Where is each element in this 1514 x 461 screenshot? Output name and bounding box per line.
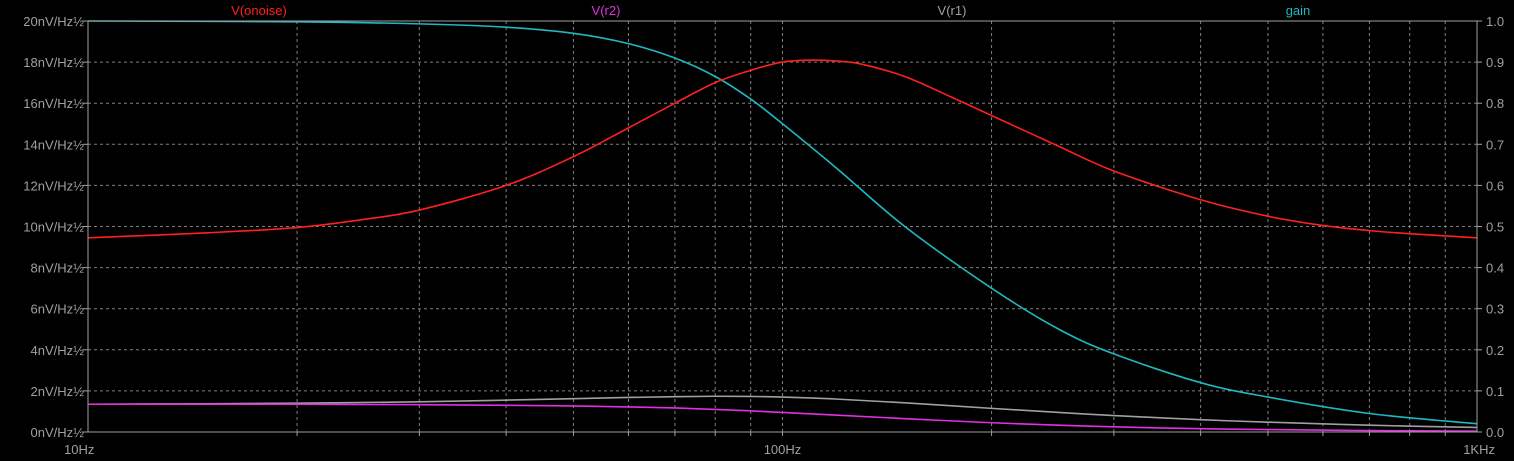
y-tick-label-right: 1.0 — [1486, 14, 1504, 29]
y-tick-label-left: 16nV/Hz½ — [23, 96, 84, 111]
trace-v-onoise — [87, 59, 1478, 239]
tick-labels: 0nV/Hz½ 2nV/Hz½ 4nV/Hz½ 6nV/Hz½ 8nV/Hz½ 10nV/… — [23, 14, 1504, 457]
trace-v-r2 — [87, 403, 1478, 432]
y-tick-label-right: 0.4 — [1486, 261, 1504, 276]
trace-v-r1 — [87, 395, 1478, 429]
y-tick-label-left: 18nV/Hz½ — [23, 55, 84, 70]
y-tick-label-right: 0.8 — [1486, 96, 1504, 111]
y-tick-label-left: 2nV/Hz½ — [31, 384, 85, 399]
y-tick-label-left: 0nV/Hz½ — [31, 425, 85, 440]
y-tick-label-left: 8nV/Hz½ — [31, 261, 85, 276]
legend: V(onoise) V(r2) V(r1) gain — [231, 3, 1310, 18]
x-tick-label: 100Hz — [764, 442, 802, 457]
legend-v-onoise: V(onoise) — [231, 3, 287, 18]
x-tick-label: 10Hz — [64, 442, 94, 457]
y-tick-label-left: 20nV/Hz½ — [23, 14, 84, 29]
y-tick-label-right: 0.9 — [1486, 55, 1504, 70]
y-tick-label-right: 0.5 — [1486, 220, 1504, 235]
legend-gain: gain — [1286, 3, 1311, 18]
legend-v-r1: V(r1) — [938, 3, 967, 18]
x-tick-label: 1KHz — [1463, 442, 1495, 457]
y-tick-label-right: 0.0 — [1486, 425, 1504, 440]
traces — [87, 20, 1478, 432]
y-tick-label-left: 4nV/Hz½ — [31, 343, 85, 358]
y-tick-label-left: 6nV/Hz½ — [31, 302, 85, 317]
y-tick-label-left: 14nV/Hz½ — [23, 137, 84, 152]
y-tick-label-right: 0.2 — [1486, 343, 1504, 358]
ticks — [83, 20, 1482, 436]
plot-frame — [87, 20, 1478, 433]
y-tick-label-right: 0.3 — [1486, 302, 1504, 317]
y-tick-label-left: 10nV/Hz½ — [23, 220, 84, 235]
y-tick-label-right: 0.1 — [1486, 384, 1504, 399]
trace-gain — [87, 20, 1478, 425]
y-tick-label-left: 12nV/Hz½ — [23, 178, 84, 193]
y-tick-label-right: 0.7 — [1486, 137, 1504, 152]
grid — [88, 21, 1477, 432]
legend-v-r2: V(r2) — [592, 3, 621, 18]
y-tick-label-right: 0.6 — [1486, 178, 1504, 193]
